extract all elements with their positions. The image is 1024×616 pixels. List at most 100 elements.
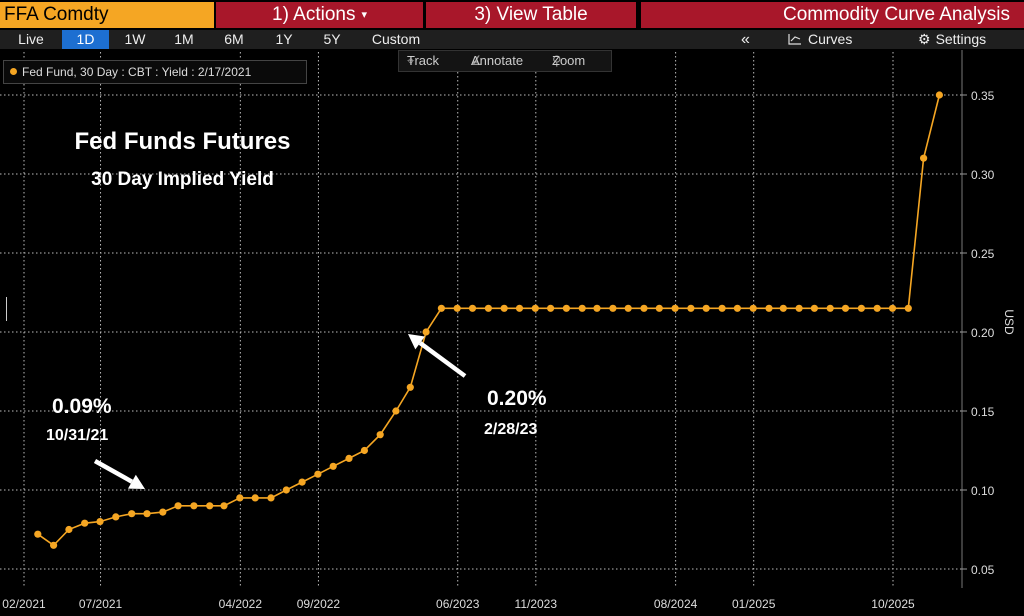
data-point	[888, 304, 897, 312]
x-tick-label: 07/2021	[79, 597, 123, 611]
period-1w-button[interactable]: 1W	[124, 31, 146, 47]
data-point	[857, 304, 866, 312]
curves-label: Curves	[808, 31, 853, 47]
data-point	[96, 518, 104, 526]
x-tick-label: 02/2021	[2, 597, 46, 611]
period-6m-button[interactable]: 6M	[224, 31, 244, 47]
x-tick-label: 04/2022	[219, 597, 263, 611]
y-tick-label: 0.15	[971, 405, 995, 419]
collapse-button[interactable]: «	[741, 31, 750, 48]
data-point	[826, 304, 834, 312]
annotation-2-value: 0.20%	[487, 387, 547, 410]
data-point	[904, 304, 912, 312]
curves-button[interactable]: Curves	[788, 30, 888, 49]
x-tick-label: 11/2023	[515, 597, 558, 611]
data-point	[733, 304, 742, 312]
data-point	[453, 304, 461, 312]
y-tick-label: 0.30	[971, 168, 995, 182]
annotation-2-arrow-icon	[408, 334, 467, 378]
data-point	[702, 304, 710, 312]
data-point	[406, 383, 414, 391]
annotation-2-date: 2/28/23	[484, 421, 538, 438]
data-point	[437, 304, 445, 312]
data-point	[935, 91, 944, 99]
data-point	[314, 470, 322, 478]
period-1y-button[interactable]: 1Y	[275, 31, 293, 47]
track-label: Track	[407, 53, 440, 68]
data-point	[65, 525, 73, 534]
data-point	[159, 508, 167, 516]
data-point	[220, 502, 228, 510]
y-tick-label: 0.25	[971, 247, 995, 261]
data-point	[206, 502, 214, 510]
page-title: Commodity Curve Analysis	[641, 2, 1024, 28]
data-point	[236, 494, 244, 502]
y-tick-label: 0.05	[971, 563, 995, 577]
data-point	[190, 502, 198, 510]
data-point	[282, 486, 290, 494]
gear-icon: ⚙	[918, 31, 931, 47]
data-point	[515, 304, 524, 312]
data-point	[392, 407, 400, 415]
period-1d-button[interactable]: 1D	[62, 30, 109, 49]
data-point	[298, 478, 306, 486]
data-point	[112, 513, 120, 521]
data-point	[547, 304, 555, 312]
settings-label: Settings	[935, 31, 987, 47]
arrow-head	[128, 474, 145, 489]
data-point	[251, 494, 259, 502]
arrow-shaft	[93, 459, 134, 484]
data-point	[50, 541, 58, 549]
legend-label: Fed Fund, 30 Day : CBT : Yield : 2/17/20…	[22, 65, 252, 79]
arrow-shaft	[418, 341, 467, 378]
y-axis-label: USD	[1002, 309, 1016, 335]
magnifier-icon: ⚲	[552, 53, 562, 68]
view-table-button[interactable]: 3) View Table	[426, 2, 636, 28]
data-point	[779, 304, 787, 312]
data-point	[376, 431, 384, 439]
data-point	[671, 304, 679, 312]
data-point	[128, 510, 136, 518]
period-1m-button[interactable]: 1M	[174, 31, 194, 47]
period-live-button[interactable]: Live	[18, 31, 44, 47]
data-point	[795, 304, 803, 312]
axis-layer: 0.05 0.10 0.15 0.20 0.25 0.30 0.35 02/2021 07/20…	[2, 50, 1016, 611]
x-tick-label: 06/2023	[436, 597, 480, 611]
arrow-head	[408, 334, 425, 350]
crosshair-cursor	[6, 297, 7, 321]
data-point	[593, 304, 601, 312]
data-point	[873, 304, 881, 312]
y-tick-label: 0.20	[971, 326, 995, 340]
data-point	[267, 494, 275, 502]
crosshair-icon: ⌖	[407, 53, 415, 68]
data-point	[143, 510, 151, 518]
period-custom-button[interactable]: Custom	[371, 31, 421, 47]
data-point	[345, 454, 353, 462]
data-point	[841, 304, 850, 312]
y-tick-label: 0.35	[971, 89, 995, 103]
top-toolbar: FFA Comdty 1) Actions ▾ 3) View Table Com…	[0, 0, 1024, 28]
actions-menu-button[interactable]: 1) Actions ▾	[216, 2, 423, 28]
ticker-field[interactable]: FFA Comdty	[0, 2, 214, 28]
data-point	[174, 502, 182, 510]
annotation-1-arrow-icon	[93, 459, 145, 489]
data-point	[360, 446, 368, 455]
series-layer	[34, 91, 944, 549]
chevron-down-icon: ▾	[361, 9, 367, 21]
settings-button[interactable]: ⚙ Settings	[918, 30, 1018, 49]
data-point	[765, 304, 773, 312]
series-dot-icon	[10, 68, 17, 75]
series-legend[interactable]: Fed Fund, 30 Day : CBT : Yield : 2/17/20…	[3, 60, 307, 84]
data-point	[81, 519, 89, 527]
data-point	[655, 304, 663, 312]
data-point	[329, 462, 337, 470]
data-point	[624, 304, 632, 312]
period-5y-button[interactable]: 5Y	[323, 31, 341, 47]
data-point	[468, 304, 477, 312]
annotation-1-date: 10/31/21	[46, 427, 109, 444]
data-point	[718, 304, 726, 312]
data-point	[810, 304, 819, 312]
chart-title: Fed Funds Futures	[74, 128, 291, 155]
grid-layer	[0, 52, 962, 588]
